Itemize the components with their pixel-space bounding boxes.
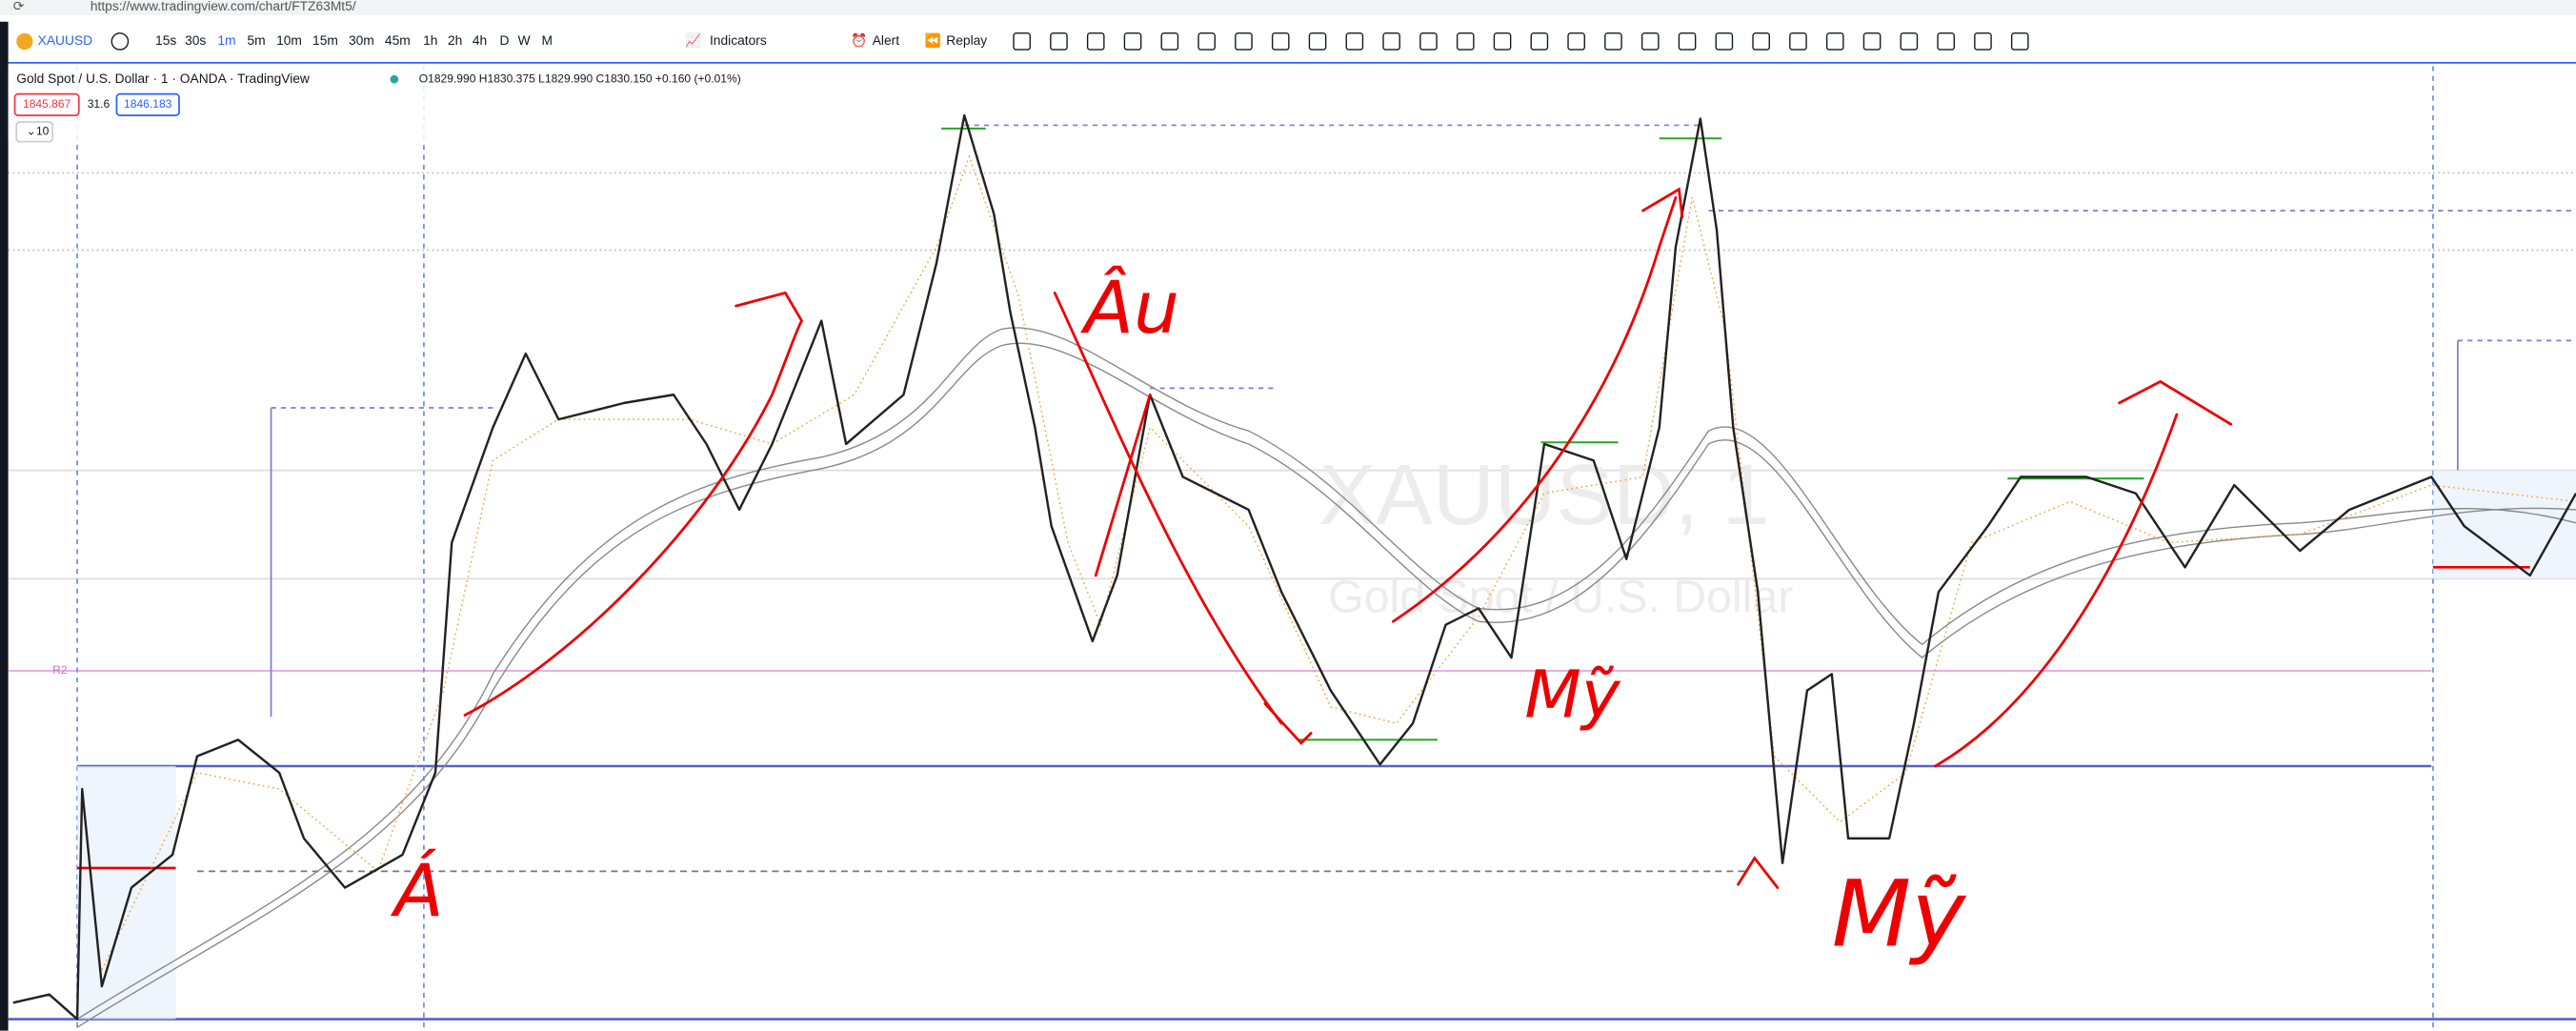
tool-icon[interactable]: [2010, 32, 2029, 51]
tool-icon[interactable]: [1678, 32, 1697, 51]
interval-button[interactable]: 45m: [385, 33, 411, 48]
tool-icon[interactable]: [1050, 32, 1068, 51]
indicators-button[interactable]: Indicators: [710, 33, 767, 48]
tool-icon[interactable]: [1789, 32, 1807, 51]
watermark-name: Gold Spot / U.S. Dollar: [1328, 572, 1793, 623]
tool-icon[interactable]: [1604, 32, 1622, 51]
tool-icon[interactable]: [1271, 32, 1290, 51]
interval-button[interactable]: 2h: [448, 33, 462, 48]
interval-button[interactable]: 5m: [247, 33, 265, 48]
interval-button[interactable]: 1m: [217, 33, 235, 48]
arrow-stroke: [1094, 393, 1152, 577]
left-edge: [0, 21, 9, 1031]
tool-icon[interactable]: [1493, 32, 1512, 51]
tool-icon[interactable]: [1013, 32, 1031, 51]
url[interactable]: https://www.tradingview.com/chart/FTZ63M…: [91, 0, 356, 13]
moving-average: [76, 327, 2576, 1021]
symbol[interactable]: XAUUSD: [38, 33, 92, 48]
buy-button[interactable]: [115, 92, 180, 116]
annotation: Á: [390, 848, 444, 933]
address-bar: [0, 0, 2576, 15]
alert-button[interactable]: Alert: [873, 33, 900, 48]
interval-button[interactable]: 30m: [349, 33, 374, 48]
tool-icon[interactable]: [1235, 32, 1253, 51]
replay-button[interactable]: Replay: [946, 33, 987, 48]
tool-icon[interactable]: [1640, 32, 1660, 51]
annotation: Âu: [1079, 265, 1179, 350]
market-status: [390, 74, 399, 84]
sell-price: 1845.867: [23, 97, 71, 111]
symbol-icon: [16, 32, 33, 51]
legend-title: Gold Spot / U.S. Dollar · 1 · OANDA · Tr…: [16, 71, 310, 86]
replay-icon: ⏪: [925, 32, 941, 49]
tool-icon[interactable]: [1825, 32, 1844, 51]
interval-button[interactable]: 4h: [473, 33, 487, 48]
tool-icon[interactable]: [1530, 32, 1549, 51]
interval-button[interactable]: 1h: [423, 33, 437, 48]
price-line: [12, 113, 2576, 1021]
range-box: [2432, 470, 2576, 579]
tool-icon[interactable]: [1345, 32, 1364, 51]
add-symbol[interactable]: [111, 32, 130, 51]
tool-icon[interactable]: [1382, 32, 1400, 51]
spread: 31.6: [88, 97, 111, 111]
indicator-chevron: ⌄: [27, 125, 36, 138]
arrow-stroke: [1391, 187, 1684, 623]
tool-icon[interactable]: [1567, 32, 1585, 51]
tool-icon[interactable]: [1715, 32, 1734, 51]
tool-icon[interactable]: [1160, 32, 1179, 51]
interval-button[interactable]: 10m: [276, 33, 302, 48]
alert-icon: ⏰: [851, 32, 867, 49]
tool-icon[interactable]: [1974, 32, 1992, 51]
tool-icon[interactable]: [1086, 32, 1105, 51]
chart-lines: [8, 66, 2576, 1031]
reload-icon[interactable]: ⟳: [13, 0, 25, 13]
interval-group: 15s 30s 1m 5m 10m 15m 30m 45m 1h 2h 4h D W M: [155, 33, 553, 48]
tool-icon[interactable]: [1752, 32, 1770, 51]
tool-icon[interactable]: [1419, 32, 1438, 51]
level-label: R2: [52, 663, 68, 677]
buy-price: 1846.183: [124, 97, 172, 111]
interval-button[interactable]: M: [542, 33, 553, 48]
tool-icon[interactable]: [1900, 32, 1919, 51]
indicators-icon: 📈: [685, 32, 701, 49]
arrow-stroke: [1053, 291, 1313, 745]
ohlc: O1829.990 H1830.375 L1829.990 C1830.150 …: [419, 71, 741, 85]
tool-icon[interactable]: [1937, 32, 1955, 51]
tool-icon[interactable]: [1123, 32, 1142, 51]
arrow-stroke: [1737, 856, 1780, 889]
moving-average: [76, 342, 2576, 1028]
interval-button[interactable]: 15s: [155, 33, 176, 48]
toolbar: [0, 21, 2576, 63]
interval-button[interactable]: 15m: [312, 33, 338, 48]
tool-icon[interactable]: [1197, 32, 1216, 51]
tool-icon[interactable]: [1308, 32, 1327, 51]
interval-button[interactable]: W: [518, 33, 531, 48]
interval-button[interactable]: D: [499, 33, 509, 48]
drawing-tools: [1013, 32, 2029, 51]
sell-button[interactable]: [13, 92, 80, 116]
indicator-toggle[interactable]: [15, 121, 54, 143]
watermark-symbol: XAUUSD, 1: [1318, 448, 1769, 543]
annotation: Mỹ: [1524, 657, 1621, 733]
indicator-count: 10: [36, 125, 50, 138]
handwriting: [463, 187, 2233, 889]
interval-button[interactable]: 30s: [185, 33, 206, 48]
annotation: Mỹ: [1832, 859, 1967, 967]
tool-icon[interactable]: [1862, 32, 1882, 51]
tool-icon[interactable]: [1456, 32, 1475, 51]
arrow-stroke: [1934, 379, 2233, 768]
arrow-stroke: [463, 291, 803, 717]
